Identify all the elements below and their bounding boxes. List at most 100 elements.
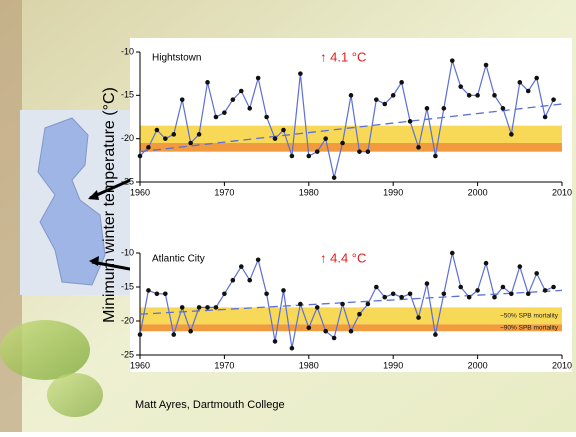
data-point — [534, 76, 539, 81]
data-point — [551, 97, 556, 102]
data-point — [222, 292, 227, 297]
data-point — [509, 132, 514, 137]
x-tick-label: 1960 — [130, 187, 150, 197]
data-point — [307, 154, 312, 159]
y-tick-label: -10 — [121, 46, 134, 56]
x-tick-label: 1970 — [214, 187, 234, 197]
data-point — [188, 141, 193, 146]
data-point — [408, 119, 413, 124]
data-point — [214, 115, 219, 120]
slide: Minimum winter temperature (°C) Matt Ayr… — [0, 0, 576, 432]
threshold-band — [140, 307, 562, 324]
data-point — [416, 145, 421, 150]
data-point — [467, 93, 472, 98]
data-point — [374, 97, 379, 102]
x-tick-label: 1960 — [130, 360, 150, 370]
data-point — [442, 292, 447, 297]
station-title: Atlantic City — [152, 254, 205, 265]
data-point — [374, 285, 379, 290]
x-tick-label: 2010 — [552, 360, 572, 370]
y-axis-label: Minimum winter temperature (°C) — [101, 87, 118, 323]
data-point — [273, 136, 278, 141]
band-label: ~90% SPB mortality — [500, 325, 559, 332]
leaf — [0, 320, 90, 380]
data-point — [433, 154, 438, 159]
data-point — [205, 305, 210, 310]
data-point — [526, 292, 531, 297]
data-point — [281, 128, 286, 133]
data-point — [146, 145, 151, 150]
data-point — [340, 302, 345, 307]
data-point — [197, 132, 202, 137]
data-point — [239, 89, 244, 94]
data-point — [273, 339, 278, 344]
data-point — [155, 292, 160, 297]
data-point — [509, 292, 514, 297]
data-point — [399, 295, 404, 300]
data-point — [408, 292, 413, 297]
data-point — [323, 329, 328, 334]
y-tick-label: -10 — [121, 247, 134, 257]
data-point — [357, 312, 362, 317]
data-point — [425, 281, 430, 286]
data-point — [551, 285, 556, 290]
data-point — [501, 285, 506, 290]
data-point — [163, 136, 168, 141]
data-point — [231, 278, 236, 283]
data-point — [382, 102, 387, 107]
data-point — [349, 93, 354, 98]
warming-annotation: ↑ 4.1 °C — [320, 49, 366, 64]
data-point — [391, 292, 396, 297]
data-point — [298, 302, 303, 307]
data-point — [264, 115, 269, 120]
data-point — [290, 346, 295, 351]
data-point — [138, 332, 143, 337]
data-point — [290, 154, 295, 159]
data-point — [450, 58, 455, 63]
y-tick-label: -25 — [121, 176, 134, 186]
data-point — [332, 175, 337, 180]
data-point — [155, 128, 160, 133]
y-tick-label: -15 — [121, 90, 134, 100]
data-point — [171, 332, 176, 337]
data-point — [188, 329, 193, 334]
data-point — [171, 132, 176, 137]
data-point — [501, 106, 506, 111]
x-tick-label: 2000 — [468, 187, 488, 197]
data-point — [433, 332, 438, 337]
data-point — [180, 305, 185, 310]
x-tick-label: 1990 — [383, 187, 403, 197]
y-tick-label: -25 — [121, 349, 134, 359]
data-point — [425, 106, 430, 111]
data-point — [340, 141, 345, 146]
x-tick-label: 2010 — [552, 187, 572, 197]
data-point — [214, 305, 219, 310]
x-tick-label: 1980 — [299, 187, 319, 197]
y-tick-label: -20 — [121, 315, 134, 325]
data-point — [180, 97, 185, 102]
data-point — [298, 71, 303, 76]
data-point — [382, 295, 387, 300]
data-point — [205, 80, 210, 85]
data-point — [197, 305, 202, 310]
data-point — [138, 154, 143, 159]
y-tick-label: -15 — [121, 281, 134, 291]
data-point — [543, 288, 548, 293]
data-point — [543, 115, 548, 120]
data-point — [323, 136, 328, 141]
credit: Matt Ayres, Dartmouth College — [135, 399, 285, 411]
band-label: ~50% SPB mortality — [500, 313, 559, 320]
data-point — [518, 80, 523, 85]
x-tick-label: 1970 — [214, 360, 234, 370]
data-point — [247, 278, 252, 283]
data-point — [391, 93, 396, 98]
data-point — [222, 110, 227, 115]
data-point — [357, 149, 362, 154]
data-point — [264, 292, 269, 297]
data-point — [475, 93, 480, 98]
data-point — [256, 76, 261, 81]
data-point — [307, 326, 312, 331]
data-point — [442, 106, 447, 111]
x-tick-label: 1980 — [299, 360, 319, 370]
threshold-band — [140, 143, 562, 152]
